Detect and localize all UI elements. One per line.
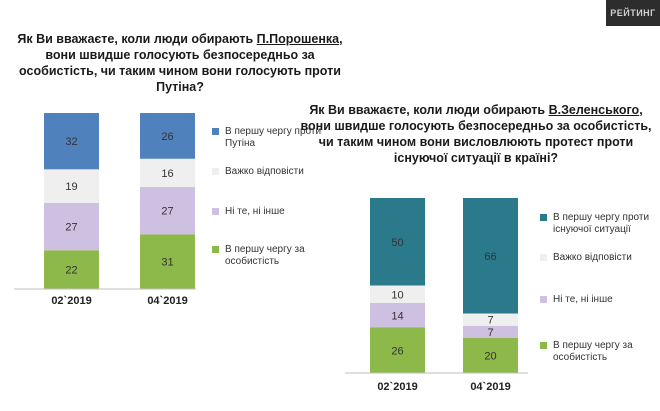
category-label: 04`2019 — [470, 381, 510, 393]
legend-label: Важко відповісти — [225, 166, 304, 177]
bar-segment — [44, 202, 99, 251]
legend-item: В першу чергу проти Путіна — [212, 126, 352, 150]
bar-segment — [44, 169, 99, 203]
data-label: 66 — [484, 251, 496, 263]
data-label: 10 — [391, 289, 403, 301]
data-label: 27 — [161, 206, 173, 218]
legend-swatch — [212, 246, 219, 253]
legend-item: В першу чергу за особистість — [212, 244, 352, 268]
bar-segment — [463, 325, 518, 338]
legend-label: Ні те, ні інше — [553, 294, 613, 305]
legend-swatch — [212, 208, 219, 215]
data-label: 27 — [65, 222, 77, 234]
data-label: 7 — [487, 327, 493, 339]
bar-segment — [370, 285, 425, 303]
data-label: 50 — [391, 237, 403, 249]
bar-segment — [44, 113, 99, 170]
legend-label: В першу чергу проти Путіна — [225, 126, 322, 149]
legend-swatch — [540, 214, 547, 221]
bar-segment — [140, 234, 195, 289]
bar-segment — [370, 327, 425, 373]
legend-item: В першу чергу за особистість — [540, 340, 660, 364]
data-label: 16 — [161, 168, 173, 180]
legend-label: Ні те, ні інше — [225, 206, 285, 217]
data-label: 22 — [65, 265, 77, 277]
data-label: 7 — [487, 315, 493, 327]
bar-segment — [140, 113, 195, 159]
bar-segment — [370, 303, 425, 328]
category-label: 02`2019 — [51, 295, 91, 307]
legend-item: Ні те, ні інше — [540, 294, 660, 306]
bar-segment — [463, 198, 518, 314]
bar-segment — [140, 186, 195, 235]
legend-item: В першу чергу проти існуючої ситуації — [540, 212, 660, 236]
bar-segment — [44, 250, 99, 289]
legend-item: Важко відповісти — [540, 252, 660, 264]
data-label: 31 — [161, 257, 173, 269]
legend-label: В першу чергу проти існуючої ситуації — [553, 212, 650, 235]
bar-segment — [463, 313, 518, 326]
data-label: 19 — [65, 181, 77, 193]
data-label: 26 — [161, 131, 173, 143]
legend-swatch — [540, 296, 547, 303]
bar-segment — [370, 198, 425, 286]
legend-label: В першу чергу за особистість — [553, 340, 633, 363]
data-label: 32 — [65, 136, 77, 148]
chart-2-title: Як Ви вважаєте, коли люди обирають В.Зел… — [300, 103, 652, 165]
category-label: 02`2019 — [377, 381, 417, 393]
data-label: 20 — [484, 351, 496, 363]
legend-label: Важко відповісти — [553, 252, 632, 263]
bar-segment — [463, 338, 518, 373]
category-label: 04`2019 — [147, 295, 187, 307]
data-label: 14 — [391, 310, 403, 322]
legend-item: Важко відповісти — [212, 166, 352, 178]
legend-swatch — [212, 128, 219, 135]
legend-swatch — [212, 168, 219, 175]
legend-swatch — [540, 342, 547, 349]
legend-label: В першу чергу за особистість — [225, 244, 305, 267]
legend-item: Ні те, ні інше — [212, 206, 352, 218]
chart-1-title: Як Ви вважаєте, коли люди обирають П.Пор… — [17, 32, 343, 94]
legend-swatch — [540, 254, 547, 261]
brand-logo: РЕЙТИНГ — [606, 0, 660, 26]
data-label: 26 — [391, 345, 403, 357]
bar-segment — [140, 158, 195, 187]
